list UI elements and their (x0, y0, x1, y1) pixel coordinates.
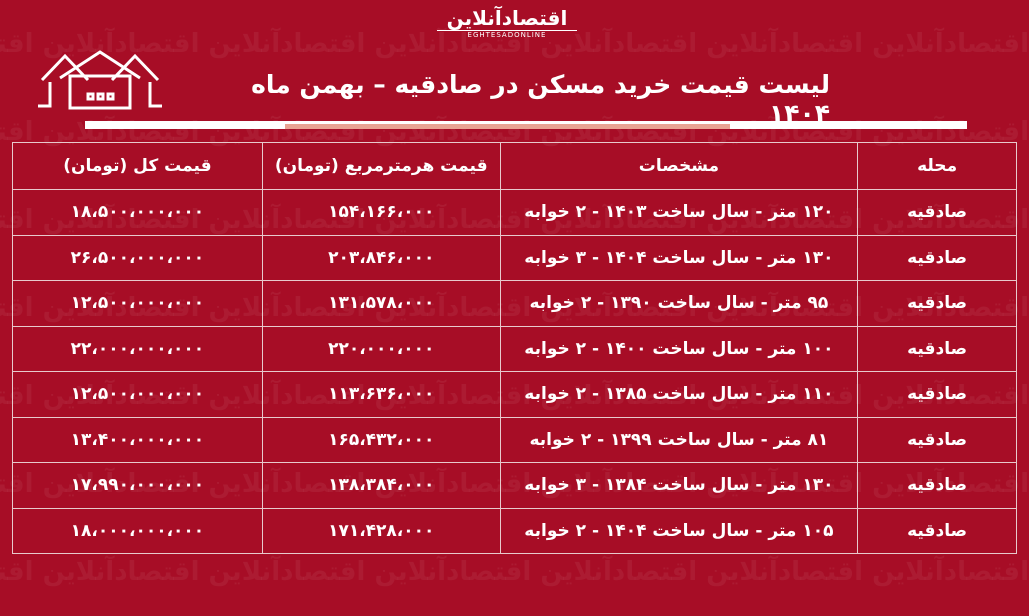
table-row: صادقیه ۱۳۰ متر - سال ساخت ۱۳۸۴ - ۳ خوابه ۱… (12, 462, 1017, 509)
specs-cell: ۱۳۰ متر - سال ساخت ۱۴۰۴ - ۳ خوابه (499, 234, 859, 281)
neighborhood-cell: صادقیه (857, 280, 1017, 327)
table-header: محله مشخصات قیمت هرمترمربع (تومان) قیمت … (12, 142, 1017, 190)
accent-bar (285, 124, 730, 129)
specs-cell: ۱۱۰ متر - سال ساخت ۱۳۸۵ - ۲ خوابه (499, 371, 859, 418)
neighborhood-cell: صادقیه (857, 325, 1017, 372)
neighborhood-cell: صادقیه (857, 416, 1017, 463)
price-per-sqm-cell: ۱۳۸،۳۸۴،۰۰۰ (261, 462, 501, 509)
specs-cell: ۸۱ متر - سال ساخت ۱۳۹۹ - ۲ خوابه (499, 416, 859, 463)
specs-cell: ۱۲۰ متر - سال ساخت ۱۴۰۳ - ۲ خوابه (499, 189, 859, 236)
table-row: صادقیه ۱۰۵ متر - سال ساخت ۱۴۰۴ - ۲ خوابه ۱… (12, 507, 1017, 554)
price-per-sqm-cell: ۱۷۱،۴۲۸،۰۰۰ (261, 507, 501, 554)
neighborhood-cell: صادقیه (857, 234, 1017, 281)
header-specs: مشخصات (499, 142, 859, 190)
price-per-sqm-cell: ۲۰۳،۸۴۶،۰۰۰ (261, 234, 501, 281)
table-row: صادقیه ۸۱ متر - سال ساخت ۱۳۹۹ - ۲ خوابه ۱۶… (12, 416, 1017, 463)
header-neighborhood: محله (857, 142, 1017, 190)
neighborhood-cell: صادقیه (857, 507, 1017, 554)
table-row: صادقیه ۱۲۰ متر - سال ساخت ۱۴۰۳ - ۲ خوابه ۱… (12, 189, 1017, 236)
total-price-cell: ۱۸،۰۰۰،۰۰۰،۰۰۰ (12, 507, 263, 554)
page-title: لیست قیمت خرید مسکن در صادقیه – بهمن ماه… (251, 70, 830, 128)
specs-cell: ۱۰۰ متر - سال ساخت ۱۴۰۰ - ۲ خوابه (499, 325, 859, 372)
specs-cell: ۱۳۰ متر - سال ساخت ۱۳۸۴ - ۳ خوابه (499, 462, 859, 509)
table-row: صادقیه ۱۳۰ متر - سال ساخت ۱۴۰۴ - ۳ خوابه ۲… (12, 234, 1017, 281)
title-underline (85, 121, 967, 129)
header-total-price: قیمت کل (تومان) (12, 142, 263, 190)
neighborhood-cell: صادقیه (857, 189, 1017, 236)
neighborhood-cell: صادقیه (857, 462, 1017, 509)
table-row: صادقیه ۹۵ متر - سال ساخت ۱۳۹۰ - ۲ خوابه ۱۳… (12, 280, 1017, 327)
neighborhood-cell: صادقیه (857, 371, 1017, 418)
total-price-cell: ۱۲،۵۰۰،۰۰۰،۰۰۰ (12, 280, 263, 327)
total-price-cell: ۲۶،۵۰۰،۰۰۰،۰۰۰ (12, 234, 263, 281)
total-price-cell: ۱۳،۴۰۰،۰۰۰،۰۰۰ (12, 416, 263, 463)
logo-text: اقتصادآنلاین (446, 6, 568, 30)
header-price-per-sqm: قیمت هرمترمربع (تومان) (261, 142, 501, 190)
price-per-sqm-cell: ۱۵۴،۱۶۶،۰۰۰ (261, 189, 501, 236)
specs-cell: ۹۵ متر - سال ساخت ۱۳۹۰ - ۲ خوابه (499, 280, 859, 327)
price-per-sqm-cell: ۲۲۰،۰۰۰،۰۰۰ (261, 325, 501, 372)
logo-subtext: EGHTESADONLINE (437, 30, 577, 39)
specs-cell: ۱۰۵ متر - سال ساخت ۱۴۰۴ - ۲ خوابه (499, 507, 859, 554)
price-per-sqm-cell: ۱۶۵،۴۳۲،۰۰۰ (261, 416, 501, 463)
table-row: صادقیه ۱۰۰ متر - سال ساخت ۱۴۰۰ - ۲ خوابه ۲… (12, 325, 1017, 372)
total-price-cell: ۱۲،۵۰۰،۰۰۰،۰۰۰ (12, 371, 263, 418)
total-price-cell: ۱۸،۵۰۰،۰۰۰،۰۰۰ (12, 189, 263, 236)
price-table: محله مشخصات قیمت هرمترمربع (تومان) قیمت … (12, 142, 1017, 554)
price-per-sqm-cell: ۱۳۱،۵۷۸،۰۰۰ (261, 280, 501, 327)
house-icon (38, 50, 162, 110)
total-price-cell: ۱۷،۹۹۰،۰۰۰،۰۰۰ (12, 462, 263, 509)
logo: اقتصادآنلاین EGHTESADONLINE (437, 6, 577, 39)
price-per-sqm-cell: ۱۱۳،۶۳۶،۰۰۰ (261, 371, 501, 418)
total-price-cell: ۲۲،۰۰۰،۰۰۰،۰۰۰ (12, 325, 263, 372)
table-row: صادقیه ۱۱۰ متر - سال ساخت ۱۳۸۵ - ۲ خوابه ۱… (12, 371, 1017, 418)
